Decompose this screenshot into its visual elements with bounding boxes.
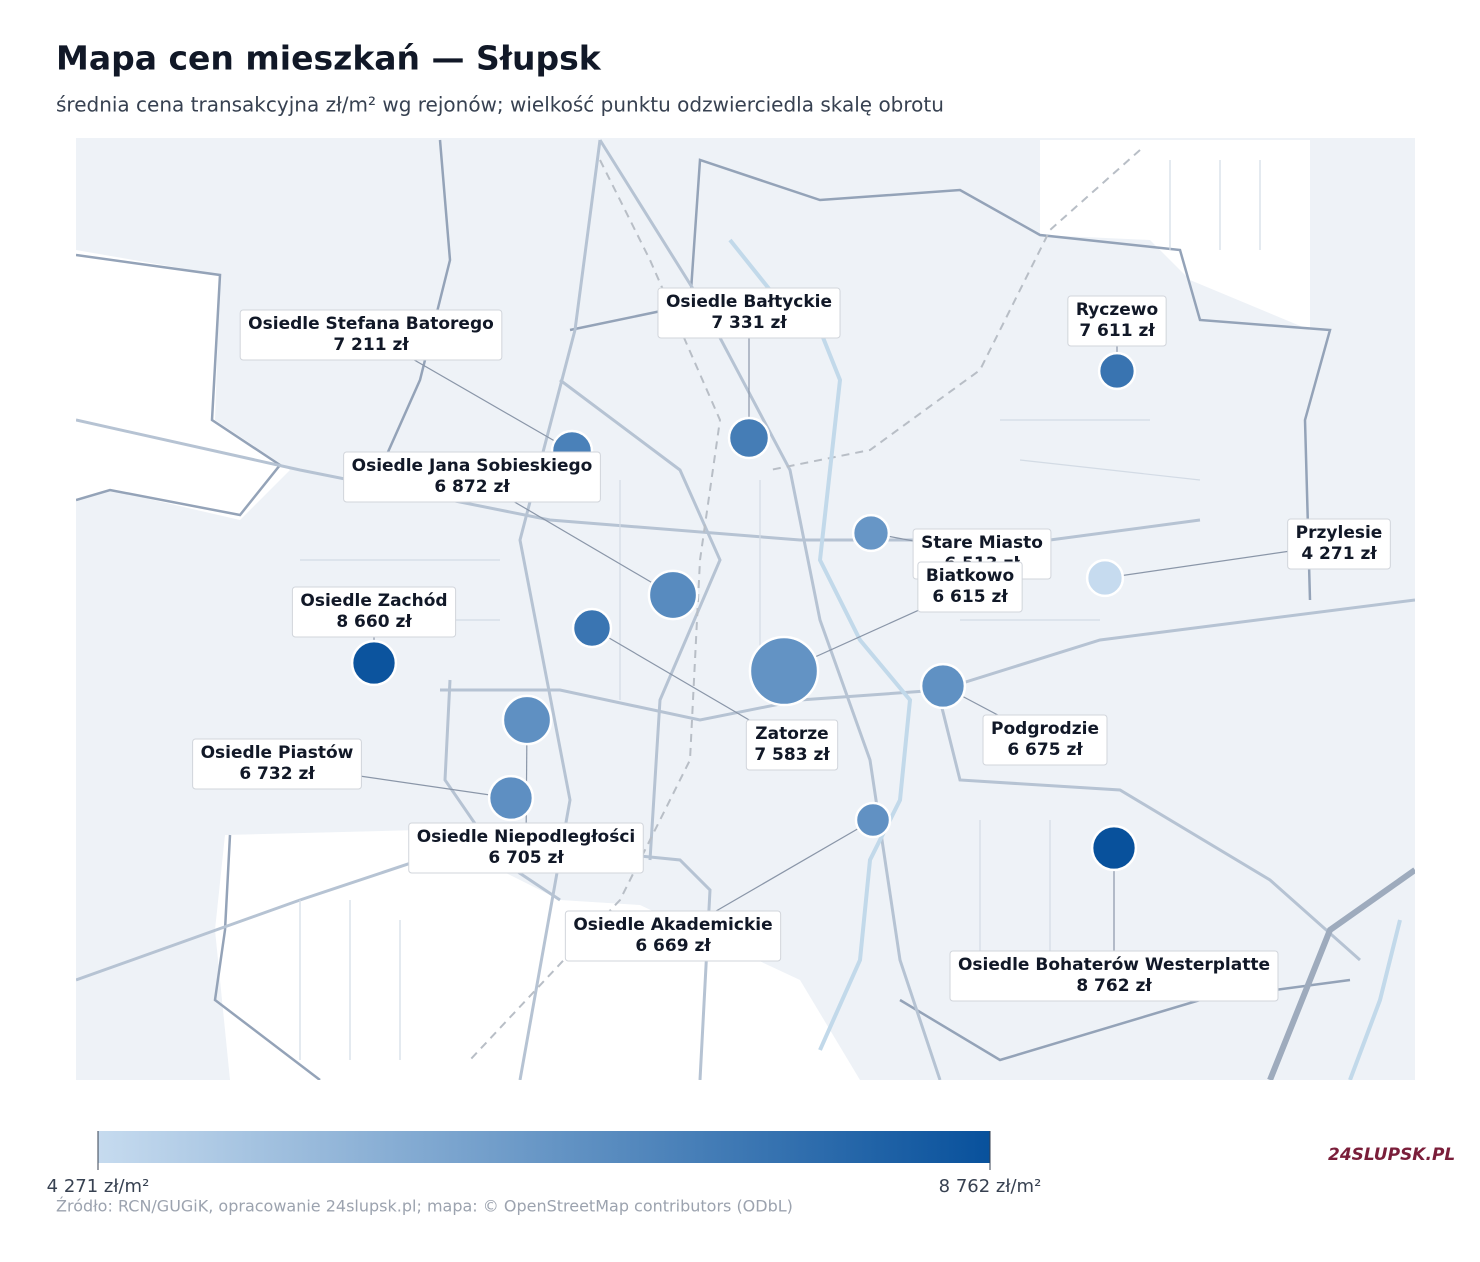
district-price: 6 669 zł (635, 936, 711, 956)
colorbar-tick-label: 8 762 zł/m² (939, 1176, 1042, 1197)
district-name: Osiedle Zachód (300, 591, 447, 611)
bubble (1097, 351, 1137, 391)
label-box (657, 287, 841, 339)
district-name: Osiedle Niepodległości (417, 827, 636, 847)
bubble (851, 513, 891, 553)
bubble (647, 569, 699, 621)
district-name: Podgrodzie (991, 719, 1099, 739)
district-name: Osiedle Akademickie (573, 915, 772, 935)
district-name: Stare Miasto (921, 533, 1043, 553)
label-box (1067, 295, 1167, 347)
district-price: 6 615 zł (932, 587, 1008, 607)
subtitle: średnia cena transakcyjna zł/m² wg rejon… (56, 93, 944, 117)
district-price: 4 271 zł (1301, 544, 1377, 564)
district-name: Osiedle Piastów (201, 743, 354, 763)
district-price: 8 660 zł (336, 612, 412, 632)
district-name: Ryczewo (1076, 300, 1158, 320)
bubble (727, 416, 771, 460)
colorbar (98, 1131, 990, 1163)
district-price: 8 762 zł (1076, 976, 1152, 996)
label-box (343, 451, 601, 503)
district-name: Osiedle Stefana Batorego (248, 314, 494, 334)
label-box (192, 738, 362, 790)
district-price: 7 211 zł (333, 335, 409, 355)
label-box (949, 950, 1279, 1002)
label-box (745, 719, 839, 771)
label-box (408, 822, 644, 874)
district-price: 6 732 zł (239, 764, 315, 784)
bubble (350, 639, 398, 687)
colorbar-tick-label: 4 271 zł/m² (47, 1176, 150, 1197)
bubbles (350, 351, 1138, 872)
bubble (1090, 824, 1138, 872)
title: Mapa cen mieszkań — Słupsk (56, 39, 602, 78)
district-name: Osiedle Bałtyckie (666, 292, 832, 312)
district-price: 7 331 zł (711, 313, 787, 333)
bubble (487, 774, 535, 822)
bubble (919, 662, 967, 710)
logo: 24SLUPSK.PL (1328, 1145, 1455, 1165)
district-name: Osiedle Bohaterów Westerplatte (958, 955, 1270, 975)
district-name: Biatkowo (926, 566, 1014, 586)
bubble (1085, 558, 1125, 598)
bubble (748, 635, 820, 707)
label-box (982, 714, 1108, 766)
district-price: 6 705 zł (488, 848, 564, 868)
district-name: Osiedle Jana Sobieskiego (352, 456, 593, 476)
district-name: Przylesie (1296, 523, 1383, 543)
label-box (239, 309, 503, 361)
source: Źródło: RCN/GUGiK, opracowanie 24slupsk.… (56, 1197, 793, 1216)
label-box (564, 910, 782, 962)
bubble (571, 607, 613, 649)
label-box (1287, 518, 1391, 570)
bubble (854, 801, 892, 839)
label-box (291, 586, 457, 638)
label-box (917, 561, 1023, 613)
district-price: 6 675 zł (1007, 740, 1083, 760)
district-price: 6 872 zł (434, 477, 510, 497)
district-price: 7 611 zł (1079, 321, 1155, 341)
bubble (501, 694, 553, 746)
district-name: Zatorze (755, 724, 828, 744)
district-price: 7 583 zł (754, 745, 830, 765)
